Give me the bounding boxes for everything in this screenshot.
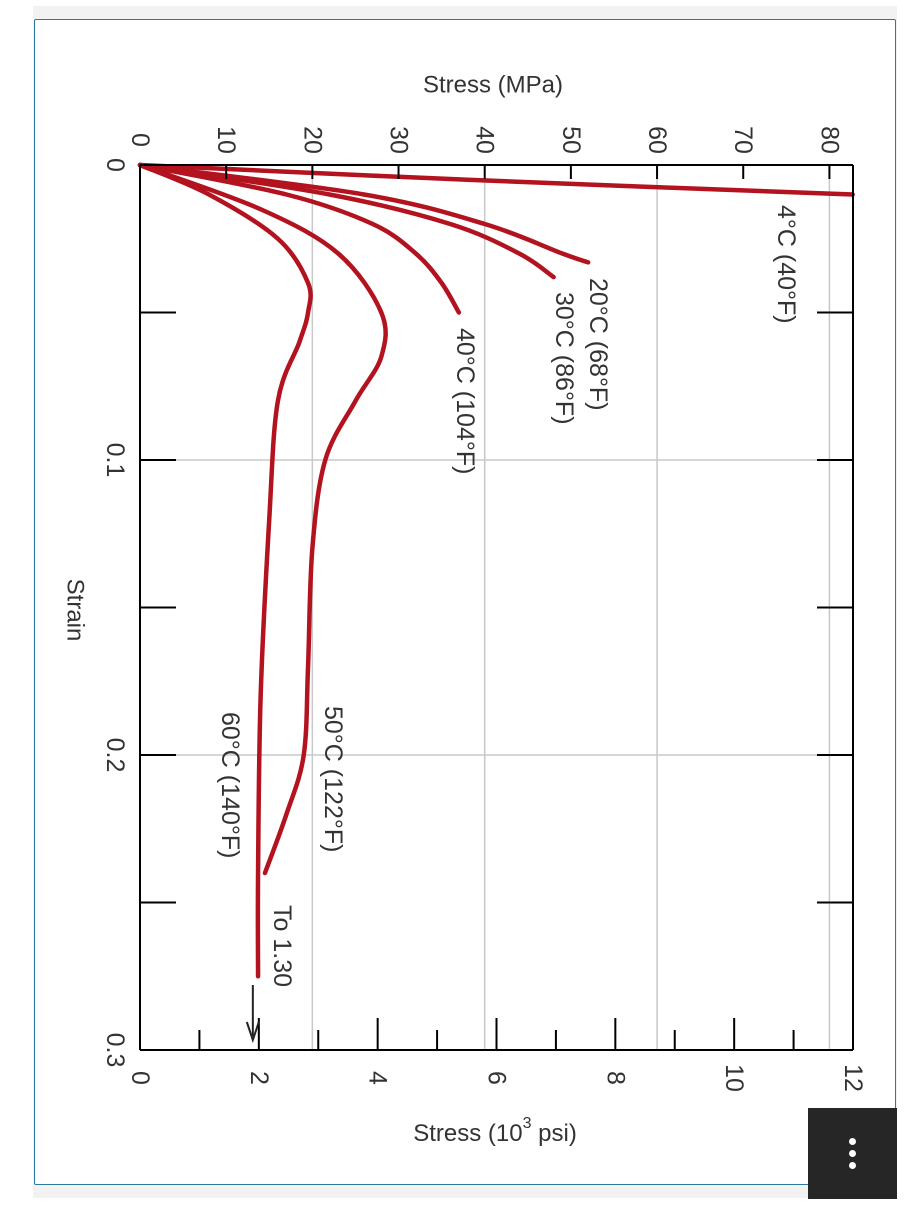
mpa-tick-label: 40	[471, 126, 499, 154]
mpa-tick-label: 30	[385, 126, 413, 154]
strain-tick-label: 0.1	[101, 443, 129, 478]
image-card	[34, 19, 896, 1185]
mpa-tick-label: 60	[643, 126, 671, 154]
annotation-to-1-30: To 1.30	[268, 905, 296, 987]
psi-axis-title: Stress (103 psi)	[413, 1115, 577, 1147]
series-curve-5	[137, 162, 313, 979]
strain-tick-label: 0.2	[101, 738, 129, 773]
psi-tick-label: 6	[483, 1071, 511, 1085]
mpa-tick-label: 10	[212, 126, 240, 154]
psi-tick-label: 2	[245, 1071, 273, 1085]
mpa-tick-label: 50	[557, 126, 585, 154]
mpa-axis-title: Stress (MPa)	[423, 72, 563, 99]
mpa-tick-label: 70	[729, 126, 757, 154]
series-label-3: 40°C (104°F)	[451, 328, 479, 474]
strain-tick-label: 0.3	[101, 1033, 129, 1068]
series-label-0: 4°C (40°F)	[772, 205, 800, 324]
strain-tick-label: 0	[101, 158, 129, 172]
series-label-1: 20°C (68°F)	[584, 278, 612, 411]
series-curve-4	[137, 162, 388, 876]
series-curve-1	[137, 162, 591, 265]
series-label-2: 30°C (86°F)	[550, 292, 578, 425]
more-options-button[interactable]	[808, 1108, 897, 1199]
series-curve-3	[137, 162, 462, 315]
mpa-tick-label: 20	[298, 126, 326, 154]
psi-tick-label: 4	[364, 1071, 392, 1085]
annotation-arrow-head	[245, 1021, 260, 1044]
psi-tick-label: 10	[720, 1064, 748, 1092]
more-vertical-icon	[849, 1138, 856, 1169]
series-curve-2	[137, 162, 556, 280]
series-curve-0	[137, 162, 855, 197]
mpa-tick-label: 80	[815, 126, 843, 154]
mpa-tick-label: 0	[126, 133, 154, 147]
strain-axis-title: Strain	[62, 579, 89, 642]
psi-tick-label: 0	[126, 1071, 154, 1085]
psi-tick-label: 8	[601, 1071, 629, 1085]
series-label-5: 60°C (140°F)	[216, 712, 244, 858]
psi-tick-label: 12	[839, 1064, 867, 1092]
series-label-4: 50°C (122°F)	[319, 706, 347, 852]
